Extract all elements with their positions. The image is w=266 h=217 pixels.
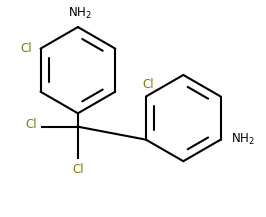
Text: Cl: Cl	[72, 163, 84, 176]
Text: Cl: Cl	[143, 78, 154, 91]
Text: Cl: Cl	[26, 118, 37, 131]
Text: Cl: Cl	[20, 42, 32, 55]
Text: NH$_2$: NH$_2$	[231, 132, 255, 147]
Text: NH$_2$: NH$_2$	[68, 6, 92, 21]
